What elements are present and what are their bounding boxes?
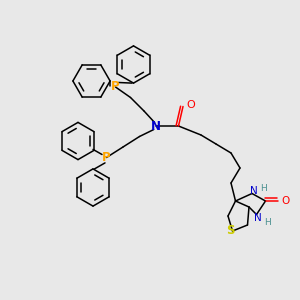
Text: H: H [260, 184, 267, 193]
Text: O: O [282, 196, 290, 206]
Text: O: O [186, 100, 195, 110]
Text: N: N [151, 119, 161, 133]
Text: S: S [226, 224, 234, 238]
Text: N: N [254, 213, 262, 223]
Text: N: N [250, 185, 257, 196]
Text: H: H [265, 218, 271, 227]
Text: P: P [111, 80, 120, 94]
Text: P: P [102, 151, 111, 164]
